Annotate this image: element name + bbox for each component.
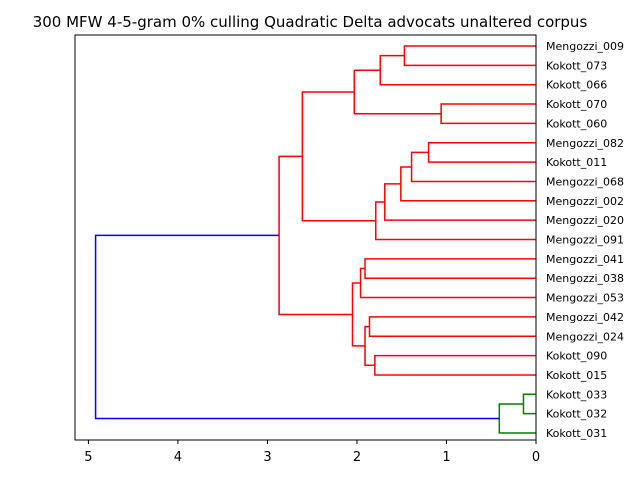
leaf-label: Kokott_060 [546,117,607,130]
dendrogram-link [368,316,536,337]
dendrogram-link [94,234,500,420]
dendrogram-link [301,91,376,222]
dendrogram-link [383,183,536,221]
dendrogram-link [351,282,366,347]
dendrogram-link [440,103,536,125]
dendrogram-link [364,258,536,279]
leaf-label: Kokott_015 [546,369,607,382]
leaf-label: Mengozzi_024 [546,330,624,343]
leaf-label: Kokott_073 [546,59,607,72]
leaf-label: Kokott_033 [546,388,607,401]
dendrogram-links [94,45,536,434]
leaf-label: Mengozzi_020 [546,214,624,227]
dendrogram-link [522,393,536,415]
dendrogram-link [498,403,536,434]
leaf-label: Mengozzi_009 [546,40,624,53]
x-tick-label: 5 [84,450,92,465]
leaf-labels: Mengozzi_009 Kokott_073 Kokott_066 Kokott_0… [546,40,624,440]
leaf-label: Mengozzi_091 [546,234,624,247]
dendrogram-link [359,267,536,299]
dendrogram-link [410,151,536,183]
dendrogram-link [403,45,536,67]
dendrogram-link [353,69,442,115]
x-tick-label: 3 [263,450,271,465]
leaf-label: Mengozzi_082 [546,137,624,150]
leaf-label: Kokott_070 [546,98,607,111]
dendrogram-link [374,354,536,376]
dendrogram-link [375,201,536,241]
x-tick-label: 1 [442,450,450,465]
dendrogram-link [427,142,536,163]
dendrogram-link [400,166,536,202]
leaf-label: Mengozzi_042 [546,311,624,324]
leaf-label: Mengozzi_041 [546,253,624,266]
dendrogram-link [379,54,536,86]
x-tick-label: 2 [353,450,361,465]
leaf-label: Kokott_090 [546,350,607,363]
leaf-label: Mengozzi_053 [546,292,624,305]
leaf-label: Mengozzi_038 [546,272,624,285]
x-tick-label: 4 [174,450,182,465]
plot-frame [74,34,537,441]
leaf-label: Mengozzi_002 [546,195,624,208]
leaf-label: Kokott_032 [546,408,607,421]
leaf-label: Kokott_031 [546,427,607,440]
x-axis: 5 4 3 2 1 0 [84,440,540,465]
dendrogram-link [278,155,353,316]
leaf-label: Kokott_011 [546,156,607,169]
x-tick-label: 0 [532,450,540,465]
leaf-label: Kokott_066 [546,79,607,92]
chart-title: 300 MFW 4-5-gram 0% culling Quadratic De… [33,13,588,31]
leaf-label: Mengozzi_068 [546,175,624,188]
